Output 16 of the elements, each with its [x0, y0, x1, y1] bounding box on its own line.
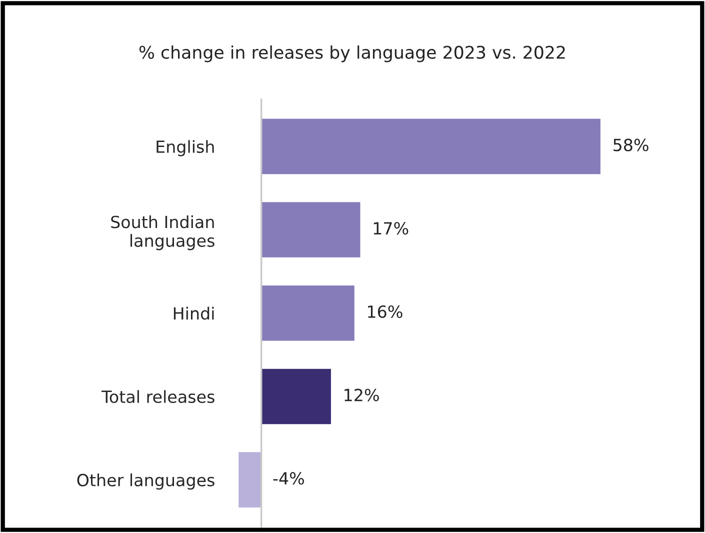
- data-label: 58%: [614, 138, 648, 152]
- bar: [237, 450, 262, 509]
- chart-title: % change in releases by language 2023 vs. 2022: [139, 45, 565, 62]
- y-tick-label: Hindi: [174, 306, 214, 320]
- bar: [260, 367, 332, 426]
- y-tick-label: English: [156, 140, 214, 156]
- y-tick-label: South Indian languages: [111, 215, 214, 250]
- data-label: 12%: [344, 388, 379, 402]
- bar: [260, 200, 362, 259]
- bar: [260, 117, 602, 176]
- data-label: 17%: [374, 222, 408, 235]
- bar: [260, 284, 356, 342]
- y-tick-label: Total releases: [102, 390, 214, 404]
- data-label: -4%: [273, 472, 304, 485]
- y-tick-label: Other languages: [77, 473, 214, 490]
- data-label: 16%: [368, 305, 402, 318]
